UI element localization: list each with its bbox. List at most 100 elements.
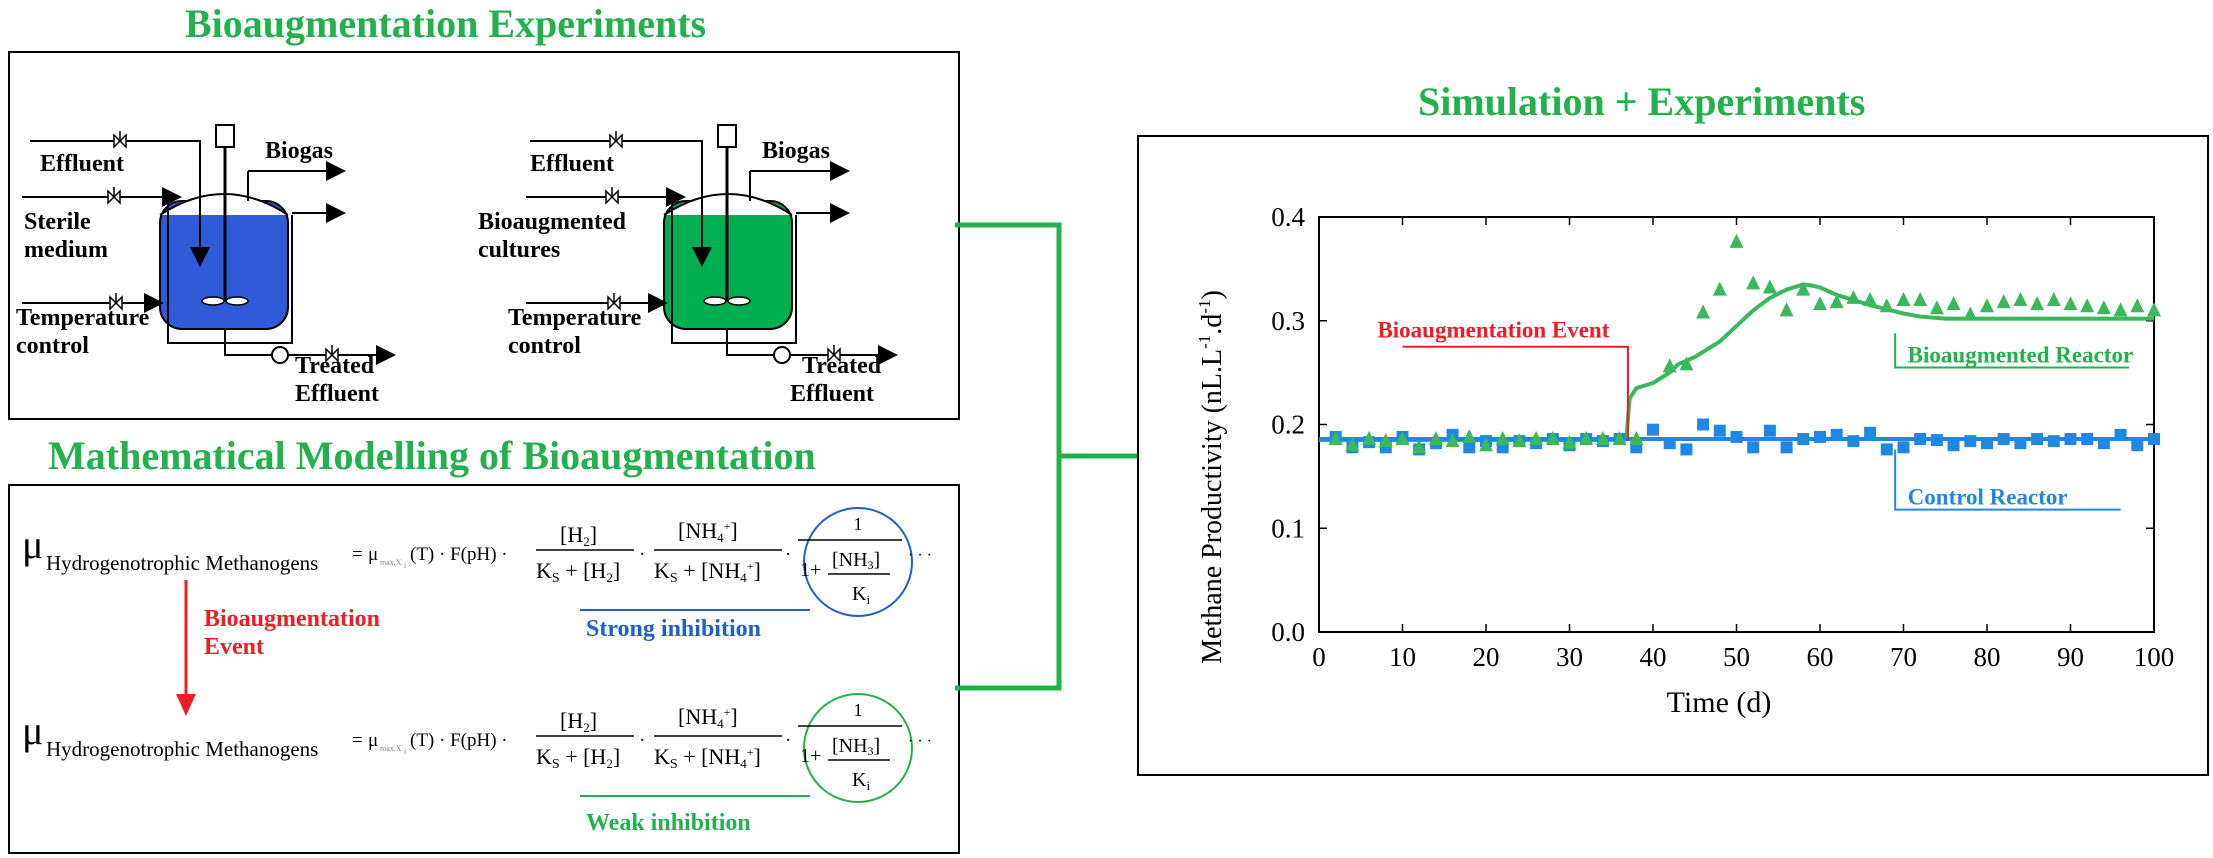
svg-text:1: 1 — [854, 700, 863, 720]
svg-text:=: = — [352, 544, 363, 565]
data-point-bioaugmented — [1378, 433, 1393, 448]
data-point-control — [2131, 439, 2144, 452]
data-point-control — [1947, 439, 1960, 452]
methane-productivity-chart: 0 10 20 30 40 50 60 70 80 90 100 0.0 0.1 0.2 0.3 0.4 Bi… — [1195, 202, 2174, 719]
impeller-icon-b — [703, 296, 727, 306]
svg-text:Hydrogenotrophic Methanogens: Hydrogenotrophic Methanogens — [46, 737, 318, 761]
x-tick-label: 20 — [1473, 642, 1500, 672]
bio-annotation-line — [1894, 333, 2129, 369]
event-label-1: Bioaugmentation — [204, 606, 380, 632]
svg-text:[NH3]: [NH3] — [832, 735, 880, 758]
svg-text:μ: μ — [368, 730, 378, 751]
svg-text:·: · — [639, 544, 645, 565]
data-point-control — [1663, 437, 1676, 450]
data-point-bioaugmented — [1696, 304, 1711, 319]
data-point-bioaugmented — [2113, 302, 2128, 317]
svg-text:μ: μ — [22, 708, 43, 753]
valve-icon — [109, 293, 123, 311]
valve-icon — [609, 131, 623, 149]
svg-text:=: = — [352, 730, 363, 751]
svg-text:μ: μ — [368, 544, 378, 565]
label-treated-a-2: Effluent — [295, 381, 379, 407]
svg-text:1: 1 — [854, 514, 863, 534]
weak-inhibition-circle — [803, 693, 913, 803]
x-tick-label: 50 — [1723, 642, 1750, 672]
svg-text:[NH4+]: [NH4+] — [678, 518, 738, 545]
data-point-bioaugmented — [2063, 296, 2078, 311]
data-point-control — [1964, 435, 1977, 448]
data-point-control — [1697, 418, 1710, 431]
data-point-control — [1830, 428, 1843, 441]
event-marker-line — [1402, 345, 1629, 441]
x-tick-label: 30 — [1556, 642, 1583, 672]
data-point-bioaugmented — [1512, 433, 1527, 448]
data-point-control — [1680, 443, 1693, 456]
label-treated-b-2: Effluent — [790, 381, 874, 407]
svg-text:KS + [H2]: KS + [H2] — [536, 558, 620, 586]
svg-text:KS + [H2]: KS + [H2] — [536, 744, 620, 772]
chart-marks: Bioaugmentation Event Bioaugmented Reacto… — [1319, 233, 2161, 511]
data-point-bioaugmented — [1946, 296, 1961, 311]
valve-icon — [107, 187, 121, 205]
svg-text:[H2]: [H2] — [560, 708, 597, 735]
svg-text:(T) · F(pH) ·: (T) · F(pH) · — [410, 544, 508, 565]
y-tick-label: 0.4 — [1271, 202, 1305, 232]
data-point-bioaugmented — [2130, 298, 2145, 313]
x-tick-label: 100 — [2134, 642, 2175, 672]
data-point-bioaugmented — [1913, 292, 1928, 306]
data-point-control — [2148, 433, 2160, 446]
data-point-bioaugmented — [1712, 281, 1727, 296]
svg-text:i: i — [404, 747, 407, 756]
data-point-bioaugmented — [1545, 431, 1560, 446]
data-point-bioaugmented — [1729, 233, 1744, 248]
data-point-control — [1914, 433, 1927, 446]
control-reactor: Effluent Sterile medium Temperature cont… — [16, 124, 396, 407]
data-point-control — [1780, 441, 1793, 454]
y-tick-label: 0.2 — [1271, 410, 1305, 440]
data-point-bioaugmented — [1328, 431, 1343, 446]
data-point-control — [1880, 443, 1893, 456]
data-point-control — [1897, 441, 1910, 454]
chart-panel: 0 10 20 30 40 50 60 70 80 90 100 0.0 0.1 0.2 0.3 0.4 Bi… — [1137, 135, 2209, 776]
data-point-control — [1463, 441, 1476, 454]
y-axis-label: Methane Productivity (nL.L-1.d-1) — [1195, 290, 1228, 664]
motor-icon-b — [717, 124, 737, 148]
chart-axes: 0 10 20 30 40 50 60 70 80 90 100 0.0 0.1 0.2 0.3 0.4 — [1271, 202, 2174, 672]
data-point-control — [1763, 424, 1776, 437]
reactors-diagram: Effluent Sterile medium Temperature cont… — [16, 124, 898, 407]
data-point-bioaugmented — [1679, 356, 1694, 371]
label-treated-a-1: Treated — [295, 353, 375, 379]
svg-text:[H2]: [H2] — [560, 522, 597, 549]
data-point-bioaugmented — [1612, 431, 1627, 446]
reactors-panel: Effluent Sterile medium Temperature cont… — [8, 51, 960, 420]
data-point-control — [2014, 437, 2027, 450]
equations-panel: μ Hydrogenotrophic Methanogens = μ max,X… — [8, 484, 960, 854]
data-point-bioaugmented — [1595, 431, 1610, 446]
label-treated-b-1: Treated — [802, 353, 882, 379]
svg-text:·: · — [639, 730, 645, 751]
svg-text:μ: μ — [22, 522, 43, 567]
bio-reactor-annotation: Bioaugmented Reactor — [1908, 342, 2134, 367]
svg-text:1+: 1+ — [800, 745, 821, 767]
bioaugmentation-event-arrow: Bioaugmentation Event — [176, 580, 380, 716]
data-point-bioaugmented — [1980, 298, 1994, 313]
data-point-bioaugmented — [2030, 296, 2045, 311]
svg-text:Ki: Ki — [852, 769, 870, 793]
data-point-bioaugmented — [1813, 296, 1827, 311]
svg-text:Hydrogenotrophic Methanogens: Hydrogenotrophic Methanogens — [46, 551, 318, 575]
x-tick-label: 0 — [1312, 642, 1326, 672]
equation-after: μ Hydrogenotrophic Methanogens = μ max,X… — [22, 693, 932, 836]
control-annotation-line — [1894, 449, 2121, 511]
svg-text:(T) · F(pH) ·: (T) · F(pH) · — [410, 730, 508, 751]
data-point-bioaugmented — [1996, 294, 2011, 309]
x-tick-label: 90 — [2057, 642, 2084, 672]
bioaugmented-reactor: Effluent Bioaugmented cultures Temperatu… — [478, 124, 898, 407]
svg-text:· · ·: · · · — [908, 547, 932, 564]
svg-text:·: · — [785, 730, 791, 751]
data-point-control — [1814, 430, 1826, 443]
data-point-bioaugmented — [1929, 300, 1944, 315]
data-point-control — [2097, 437, 2110, 450]
jacket-b — [671, 201, 797, 344]
label-feed-b-1: Bioaugmented — [478, 209, 627, 235]
label-feed-a-1: Sterile — [24, 209, 91, 235]
